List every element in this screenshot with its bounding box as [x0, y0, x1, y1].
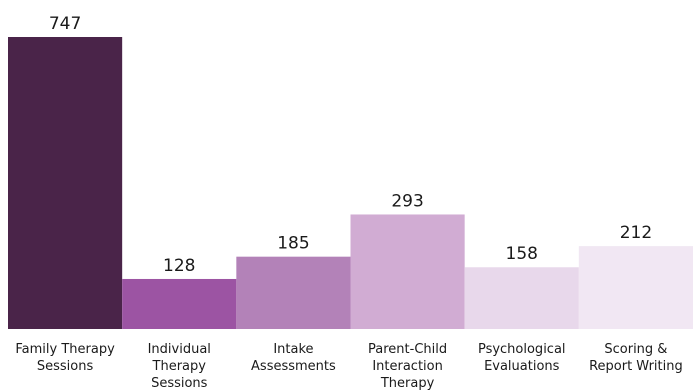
bar-value-label: 158	[506, 244, 538, 264]
bar-value-label: 293	[391, 191, 423, 211]
category-label-line: Interaction	[372, 359, 443, 374]
bar	[122, 278, 237, 329]
bar	[578, 246, 693, 329]
category-label-line: Intake	[273, 342, 313, 357]
category-label-line: Psychological	[478, 342, 566, 357]
category-label-line: Therapy	[380, 376, 435, 391]
category-label-line: Family Therapy	[15, 342, 115, 357]
category-label: Psychological Evaluations	[478, 342, 566, 374]
category-label: Parent-Child Interaction Therapy	[368, 342, 447, 391]
category-label-line: Evaluations	[484, 359, 560, 374]
bar	[350, 214, 465, 329]
bar	[8, 37, 123, 329]
category-label-line: Therapy	[152, 359, 207, 374]
category-label-line: Parent-Child	[368, 342, 447, 357]
category-label-line: Assessments	[251, 359, 336, 374]
category-label: Individual Therapy Sessions	[148, 342, 211, 391]
bar-value-label: 212	[620, 223, 652, 243]
bar-value-label: 185	[277, 234, 309, 254]
category-label: Family Therapy Sessions	[15, 342, 115, 374]
bar-value-label: 128	[163, 256, 195, 276]
bars-group	[8, 37, 693, 329]
bar-value-label: 747	[49, 14, 81, 34]
category-label-line: Sessions	[151, 376, 208, 391]
category-label: Scoring & Report Writing	[589, 342, 683, 374]
bar	[236, 256, 351, 329]
category-label-line: Individual	[148, 342, 211, 357]
bar	[464, 267, 579, 329]
category-label: Intake Assessments	[251, 342, 336, 374]
value-labels-group: 747 128 185 293 158 212	[49, 14, 652, 276]
category-label-line: Sessions	[37, 359, 94, 374]
category-labels-group: Family Therapy Sessions Individual Therapy S…	[15, 342, 682, 391]
category-label-line: Report Writing	[589, 359, 683, 374]
category-label-line: Scoring &	[604, 342, 667, 357]
